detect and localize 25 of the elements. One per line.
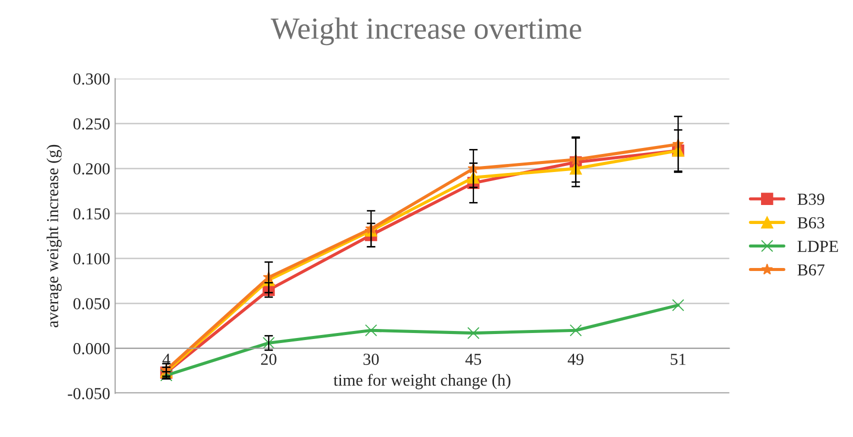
x-tick-label: 30 (364, 354, 379, 365)
legend-label: LDPE (798, 240, 838, 252)
point (570, 324, 582, 336)
y-tick-label: 0.250 (73, 118, 110, 130)
chart-title: Weight increase overtime (270, 17, 582, 46)
y-tick-label: 0.050 (73, 298, 110, 310)
x-axis-title: time for weight change (h) (334, 374, 510, 390)
x-tick-label: 20 (261, 354, 276, 365)
y-tick-label: 0.200 (73, 163, 110, 175)
y-axis-title: average weight increase (g) (46, 144, 62, 328)
x-tick-label: 49 (568, 354, 584, 365)
y-tick-label: 0.150 (73, 208, 110, 220)
y-tick-label: -0.050 (68, 388, 110, 400)
x-tick-label: 51 (670, 354, 686, 365)
y-tick-label: 0.100 (73, 253, 110, 264)
y-tick-label: 0.000 (73, 343, 110, 354)
x-tick-label: 45 (465, 354, 482, 365)
legend-label: B67 (798, 264, 824, 276)
x-tick-label: 4 (162, 354, 170, 365)
point (467, 326, 480, 340)
point (672, 299, 684, 312)
legend-label: B39 (798, 194, 824, 205)
point (364, 324, 378, 336)
y-tick-label: 0.300 (73, 73, 110, 85)
legend-label: B63 (798, 217, 824, 228)
